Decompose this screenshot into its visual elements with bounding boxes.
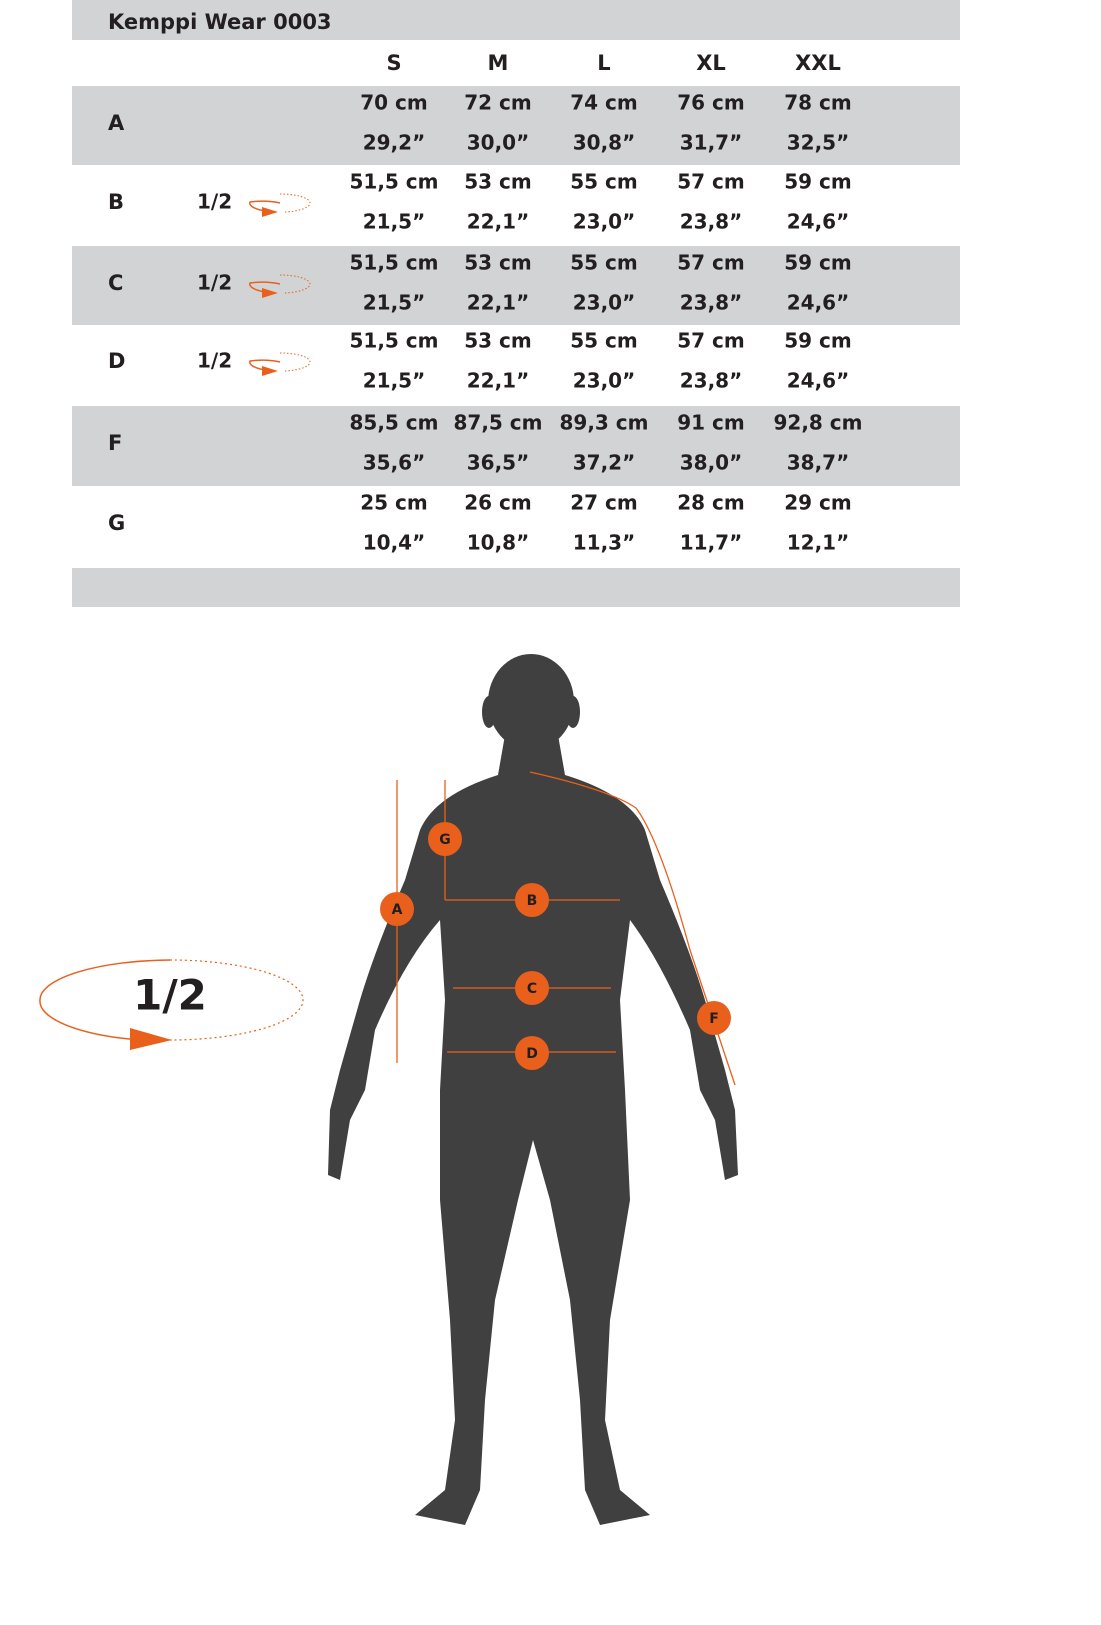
row-label: F — [108, 431, 122, 455]
cm-value: 92,8 cm — [773, 411, 862, 435]
column-header: XXL — [795, 51, 841, 75]
cm-value: 85,5 cm — [349, 411, 438, 435]
inch-value: 23,0” — [573, 291, 636, 315]
inch-value: 10,8” — [467, 531, 530, 555]
half-icon — [39, 959, 304, 1050]
inch-value: 24,6” — [787, 291, 850, 315]
cm-value: 89,3 cm — [559, 411, 648, 435]
cm-value: 91 cm — [677, 411, 745, 435]
inch-value: 11,7” — [680, 531, 743, 555]
inch-value: 21,5” — [363, 369, 426, 393]
silhouette — [328, 654, 738, 1525]
inch-value: 23,8” — [680, 369, 743, 393]
marker-label: F — [709, 1011, 719, 1027]
inch-value: 22,1” — [467, 210, 530, 234]
cm-value: 74 cm — [570, 91, 638, 115]
column-header: L — [597, 51, 610, 75]
cm-value: 53 cm — [464, 170, 532, 194]
cm-value: 59 cm — [784, 170, 852, 194]
half-icon — [249, 193, 311, 218]
column-header: XL — [696, 51, 726, 75]
cm-value: 25 cm — [360, 491, 428, 515]
row-band — [72, 568, 960, 607]
row-label: D — [108, 349, 125, 373]
inch-value: 10,4” — [363, 531, 426, 555]
inch-value: 35,6” — [363, 451, 426, 475]
marker — [380, 892, 414, 926]
cm-value: 29 cm — [784, 491, 852, 515]
marker-label: B — [527, 893, 538, 909]
inch-value: 29,2” — [363, 131, 426, 155]
row-band — [72, 0, 960, 40]
inch-value: 22,1” — [467, 291, 530, 315]
inch-value: 11,3” — [573, 531, 636, 555]
cm-value: 87,5 cm — [453, 411, 542, 435]
row-label: A — [108, 111, 125, 135]
cm-value: 51,5 cm — [349, 329, 438, 353]
row-band — [72, 406, 960, 486]
marker — [515, 971, 549, 1005]
inch-value: 24,6” — [787, 369, 850, 393]
inch-value: 24,6” — [787, 210, 850, 234]
cm-value: 53 cm — [464, 329, 532, 353]
inch-value: 21,5” — [363, 210, 426, 234]
cm-value: 53 cm — [464, 251, 532, 275]
inch-value: 12,1” — [787, 531, 850, 555]
cm-value: 59 cm — [784, 329, 852, 353]
cm-value: 26 cm — [464, 491, 532, 515]
cm-value: 51,5 cm — [349, 170, 438, 194]
marker — [697, 1001, 731, 1035]
inch-value: 32,5” — [787, 131, 850, 155]
row-note: 1/2 — [197, 190, 232, 214]
row-note: 1/2 — [197, 271, 232, 295]
row-label: G — [108, 511, 125, 535]
inch-value: 38,7” — [787, 451, 850, 475]
cm-value: 78 cm — [784, 91, 852, 115]
marker-label: D — [526, 1046, 538, 1062]
inch-value: 30,8” — [573, 131, 636, 155]
half-icon — [249, 352, 311, 377]
row-note: 1/2 — [197, 349, 232, 373]
cm-value: 27 cm — [570, 491, 638, 515]
marker-label: C — [527, 981, 537, 997]
inch-value: 23,8” — [680, 291, 743, 315]
cm-value: 57 cm — [677, 251, 745, 275]
column-header: S — [386, 51, 401, 75]
cm-value: 28 cm — [677, 491, 745, 515]
row-band — [72, 86, 960, 165]
marker-label: A — [392, 902, 403, 918]
cm-value: 55 cm — [570, 251, 638, 275]
cm-value: 76 cm — [677, 91, 745, 115]
marker — [428, 822, 462, 856]
title: Kemppi Wear 0003 — [108, 10, 332, 34]
cm-value: 55 cm — [570, 170, 638, 194]
inch-value: 37,2” — [573, 451, 636, 475]
cm-value: 70 cm — [360, 91, 428, 115]
inch-value: 23,0” — [573, 369, 636, 393]
row-label: C — [108, 271, 123, 295]
cm-value: 55 cm — [570, 329, 638, 353]
cm-value: 51,5 cm — [349, 251, 438, 275]
marker — [515, 883, 549, 917]
half-label: 1/2 — [133, 971, 207, 1020]
column-header: M — [488, 51, 509, 75]
marker — [515, 1036, 549, 1070]
row-label: B — [108, 190, 124, 214]
inch-value: 38,0” — [680, 451, 743, 475]
cm-value: 57 cm — [677, 170, 745, 194]
row-band — [72, 246, 960, 325]
inch-value: 23,0” — [573, 210, 636, 234]
cm-value: 72 cm — [464, 91, 532, 115]
marker-label: G — [439, 832, 451, 848]
inch-value: 30,0” — [467, 131, 530, 155]
inch-value: 23,8” — [680, 210, 743, 234]
inch-value: 22,1” — [467, 369, 530, 393]
inch-value: 21,5” — [363, 291, 426, 315]
cm-value: 59 cm — [784, 251, 852, 275]
cm-value: 57 cm — [677, 329, 745, 353]
inch-value: 36,5” — [467, 451, 530, 475]
inch-value: 31,7” — [680, 131, 743, 155]
